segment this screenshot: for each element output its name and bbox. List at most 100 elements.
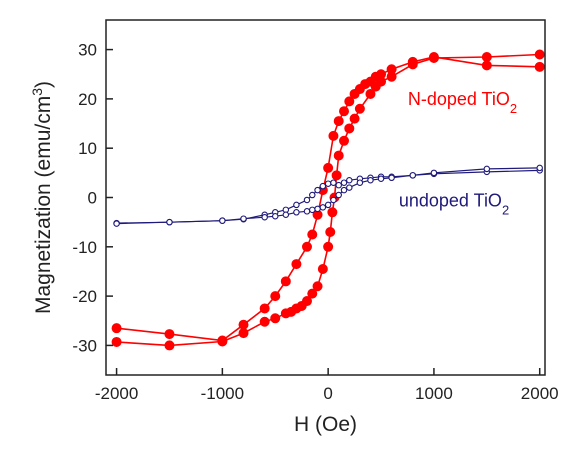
data-point [293,209,300,216]
data-point [370,81,381,92]
x-tick-label: -1000 [201,384,244,403]
data-point [259,316,270,327]
data-point [536,164,543,172]
data-point [340,186,348,194]
data-point [319,182,327,190]
data-point [409,172,417,179]
data-point [356,179,364,186]
y-axis-title: Magnetization (emu/cm3) [29,81,55,314]
data-point [317,263,328,274]
data-point [270,313,281,324]
data-point [324,201,332,209]
data-point [365,88,376,99]
data-point [238,328,249,339]
series-label-undoped-main: undoped TiO [399,190,502,210]
data-point [238,319,249,330]
data-point [333,150,344,161]
data-point [481,60,492,71]
data-point [367,176,374,184]
data-point [330,196,337,204]
data-point [314,205,321,213]
series-label-n-doped: N-doped TiO2 [408,89,517,116]
x-axis-title: H (Oe) [294,413,357,436]
data-point [349,113,360,124]
data-point [301,241,312,252]
data-point [388,174,395,182]
data-point [534,61,545,72]
data-point [377,175,385,183]
labels-layer: N-doped TiO2 undoped TiO2 [399,89,517,217]
data-point [333,116,344,127]
data-point [428,52,439,63]
data-point [111,323,122,334]
data-point [219,217,226,224]
data-point [303,208,311,215]
data-point [339,106,350,117]
data-point [319,204,327,211]
data-point [217,336,228,347]
data-point [344,123,355,134]
data-point [261,213,268,221]
data-point [335,191,342,199]
data-point [166,218,173,226]
data-point [335,181,342,189]
data-point [307,288,318,299]
y-tick-label: 20 [78,90,97,109]
data-point [259,303,270,314]
data-point [240,215,247,222]
series-label-n-doped-sub: 2 [510,100,517,115]
data-point [307,229,318,240]
data-point [309,206,316,214]
data-point [331,170,342,181]
y-axis-title-close: ) [32,81,55,88]
data-point [293,201,300,209]
y-tick-label: 10 [78,139,97,158]
data-point [344,96,355,107]
y-tick-label: 0 [88,189,97,208]
data-point [339,135,350,146]
data-point [282,211,290,219]
y-tick-label: -30 [72,336,97,355]
data-point [280,276,291,287]
ticks-layer: -2000 -1000 0 1000 2000 -30 -20 -10 0 10 20 30 [72,41,558,403]
x-tick-label: 0 [323,384,332,403]
series-1 [113,164,543,227]
series-label-undoped-sub: 2 [502,202,509,217]
x-tick-label: 1000 [415,384,453,403]
data-point [272,212,279,220]
data-point [291,259,302,270]
series-line [116,56,540,342]
x-tick-label: -2000 [95,384,138,403]
data-point [354,103,365,114]
x-tick-label: 2000 [521,384,559,403]
data-point [481,51,492,62]
data-point [346,184,353,191]
y-tick-label: -20 [72,287,97,306]
data-point [312,281,323,292]
data-point [270,291,281,302]
y-axis-title-sup: 3 [29,88,45,96]
data-point [346,176,353,184]
data-point [113,220,120,227]
data-point [314,186,321,194]
y-axis-title-main: Magnetization (emu/cm [32,96,55,314]
data-point [164,340,175,351]
data-point [280,308,291,319]
data-point [164,329,175,340]
data-point [430,169,438,177]
data-point [111,336,122,347]
data-point [324,180,332,187]
data-point [483,165,491,173]
series-label-undoped: undoped TiO2 [399,190,509,217]
data-point [407,59,418,70]
series-0 [111,49,545,351]
y-tick-label: 30 [78,41,97,60]
series-layer [111,49,545,351]
data-point [328,130,339,141]
data-point [325,227,336,238]
data-point [323,162,334,173]
data-point [386,71,397,82]
data-point [534,49,545,60]
data-point [309,191,316,199]
